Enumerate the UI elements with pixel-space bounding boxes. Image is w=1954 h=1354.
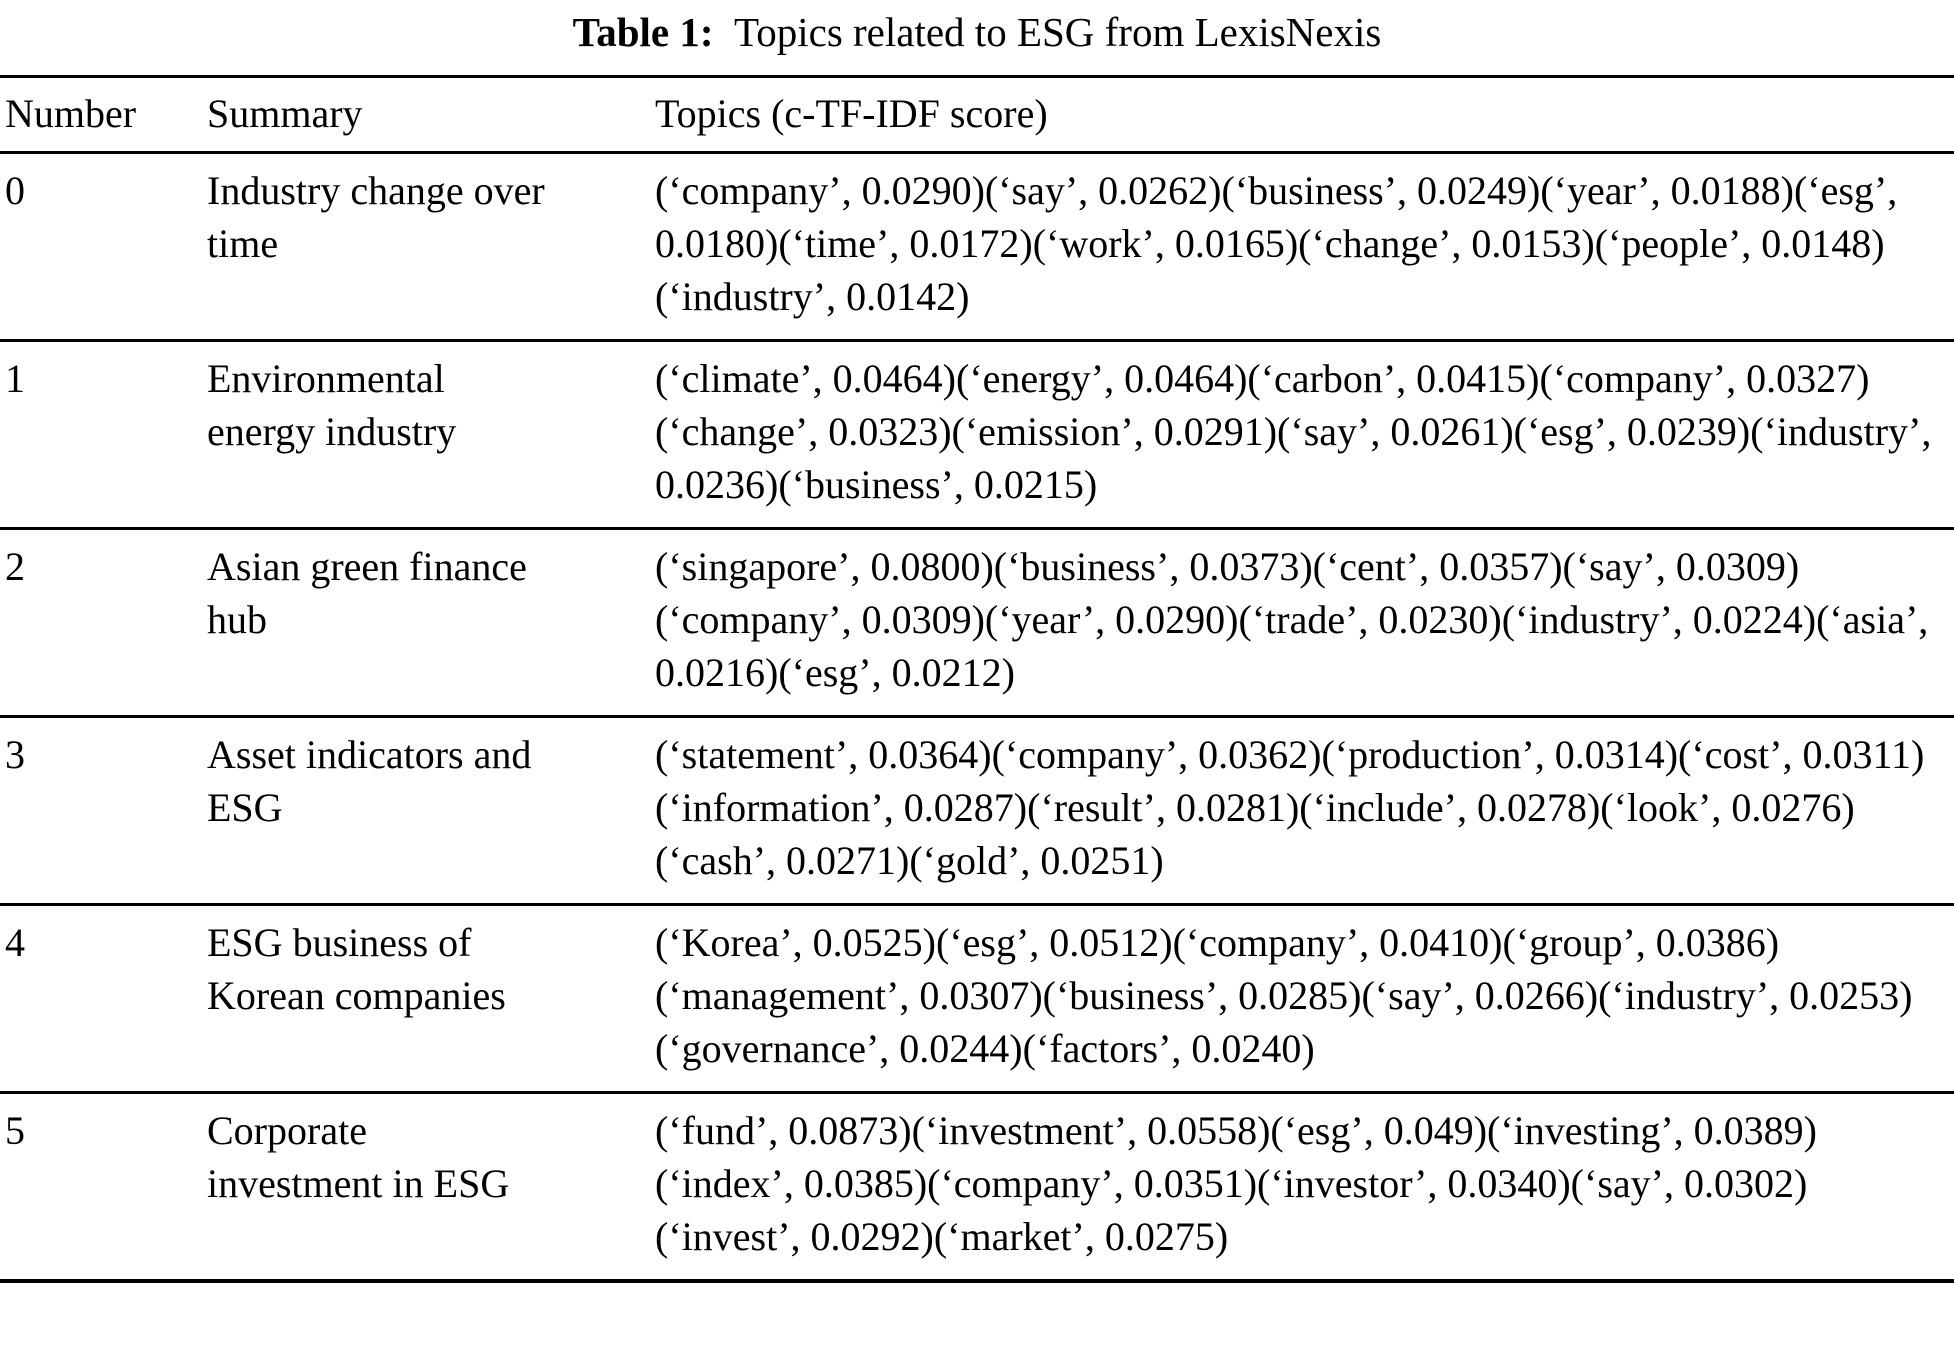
table-caption-label: Table 1: <box>572 9 714 55</box>
table-row: 4 ESG business of Korean companies (‘Kor… <box>0 905 1954 1093</box>
column-header-number: Number <box>5 91 137 136</box>
table-body: 0 Industry change over time (‘company’, … <box>0 153 1954 1282</box>
table-row: 0 Industry change over time (‘company’, … <box>0 153 1954 341</box>
cell-topic-summary: Asian green finance hub <box>207 544 527 642</box>
cell-topic-terms: (‘company’, 0.0290)(‘say’, 0.0262)(‘busi… <box>655 168 1898 319</box>
cell-topic-number: 0 <box>5 168 25 213</box>
cell-topic-number: 4 <box>5 920 25 965</box>
cell-topic-terms: (‘fund’, 0.0873)(‘investment’, 0.0558)(‘… <box>655 1108 1817 1259</box>
cell-topic-number: 3 <box>5 732 25 777</box>
cell-topic-terms: (‘Korea’, 0.0525)(‘esg’, 0.0512)(‘compan… <box>655 920 1913 1071</box>
cell-topic-summary: Environmental energy industry <box>207 356 457 454</box>
table-caption-title: Topics related to ESG from LexisNexis <box>734 9 1382 55</box>
table-row: 5 Corporate investment in ESG (‘fund’, 0… <box>0 1093 1954 1282</box>
cell-topic-summary: Asset indicators and ESG <box>207 732 532 830</box>
table-row: 3 Asset indicators and ESG (‘statement’,… <box>0 717 1954 905</box>
cell-topic-terms: (‘statement’, 0.0364)(‘company’, 0.0362)… <box>655 732 1925 883</box>
cell-topic-summary: Corporate investment in ESG <box>207 1108 510 1206</box>
cell-topic-number: 1 <box>5 356 25 401</box>
table-row: 2 Asian green finance hub (‘singapore’, … <box>0 529 1954 717</box>
header-row: Number Summary Topics (c-TF-IDF score) <box>0 77 1954 153</box>
column-header-summary: Summary <box>207 91 363 136</box>
cell-topic-number: 2 <box>5 544 25 589</box>
cell-topic-number: 5 <box>5 1108 25 1153</box>
table-row: 1 Environmental energy industry (‘climat… <box>0 341 1954 529</box>
cell-topic-summary: ESG business of Korean companies <box>207 920 506 1018</box>
table-caption: Table 1: Topics related to ESG from Lexis… <box>0 0 1954 59</box>
cell-topic-terms: (‘climate’, 0.0464)(‘energy’, 0.0464)(‘c… <box>655 356 1932 507</box>
esg-topics-table: Number Summary Topics (c-TF-IDF score) 0… <box>0 75 1954 1283</box>
column-header-topics: Topics (c-TF-IDF score) <box>655 91 1048 136</box>
table-header: Number Summary Topics (c-TF-IDF score) <box>0 77 1954 153</box>
cell-topic-summary: Industry change over time <box>207 168 545 266</box>
cell-topic-terms: (‘singapore’, 0.0800)(‘business’, 0.0373… <box>655 544 1929 695</box>
